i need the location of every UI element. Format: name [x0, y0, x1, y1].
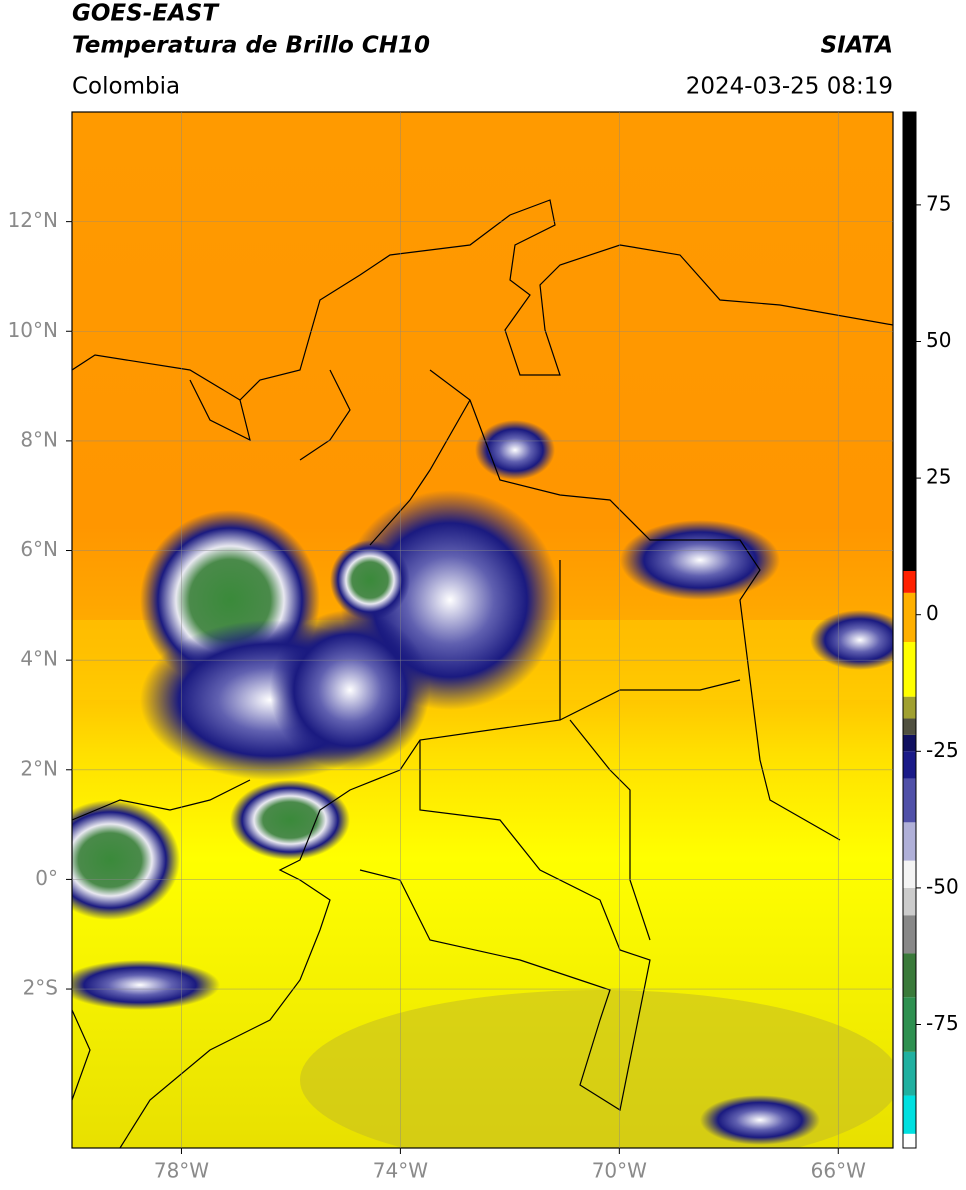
colorbar-band [903, 696, 916, 719]
colorbar-band [903, 778, 916, 823]
colorbar-tick-label: 75 [926, 191, 951, 215]
colorbar-tick-label: 0 [926, 601, 939, 625]
colorbar-band [903, 1051, 916, 1096]
colorbar-tick-label: 50 [926, 328, 951, 352]
y-tick-label: 6°N [20, 537, 58, 561]
subtitle: Temperatura de Brillo CH10 [72, 33, 430, 59]
x-tick-label: 66°W [811, 1159, 866, 1183]
colorbar-band [903, 592, 916, 643]
colorbar-band [903, 570, 916, 593]
colorbar-band [903, 642, 916, 697]
colorbar-band [903, 1095, 916, 1134]
y-tick-label: 10°N [8, 318, 58, 342]
y-tick-label: 0° [35, 866, 58, 890]
colorbar-band [903, 751, 916, 779]
colorbar-band [903, 1133, 916, 1148]
colorbar-tick-label: -50 [926, 874, 959, 898]
x-tick-label: 70°W [592, 1159, 647, 1183]
colorbar-tick-label: -25 [926, 738, 959, 762]
colorbar-tick-label: 25 [926, 465, 951, 489]
colorbar-frame [902, 111, 917, 1149]
y-tick-label: 12°N [8, 208, 58, 232]
y-tick-label: 2°S [23, 976, 58, 1000]
timestamp: 2024-03-25 08:19 [686, 74, 893, 100]
colorbar-band [903, 734, 916, 752]
colorbar-band [903, 997, 916, 1052]
x-tick-label: 78°W [154, 1159, 209, 1183]
colorbar-band [903, 887, 916, 916]
source: SIATA [821, 33, 893, 59]
y-tick-label: 2°N [20, 756, 58, 780]
region: Colombia [72, 74, 180, 100]
colorbar-tick-label: -75 [926, 1011, 959, 1035]
colorbar-band [903, 718, 916, 735]
y-tick-label: 4°N [20, 647, 58, 671]
map-frame [71, 111, 894, 1149]
satellite-image [72, 112, 893, 1148]
colorbar-band [903, 822, 916, 861]
y-tick-label: 8°N [20, 427, 58, 451]
colorbar-band [903, 112, 916, 571]
x-tick-label: 74°W [373, 1159, 428, 1183]
colorbar-band [903, 953, 916, 998]
colorbar-band [903, 860, 916, 888]
title: GOES-EAST [72, 1, 220, 27]
colorbar-band [903, 915, 916, 954]
